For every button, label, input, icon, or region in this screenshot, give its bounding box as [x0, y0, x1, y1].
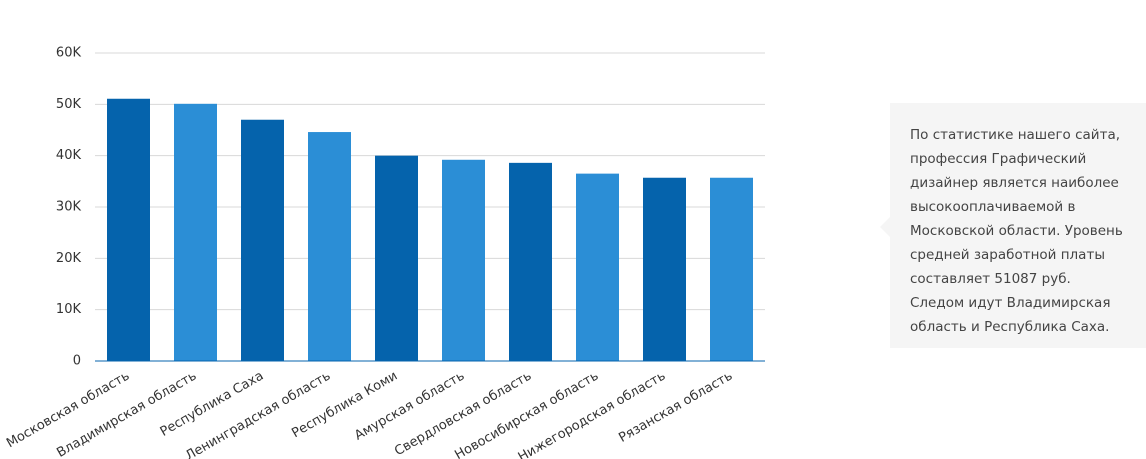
y-tick-label: 20K — [56, 251, 82, 266]
y-tick-label: 60K — [56, 46, 82, 61]
x-tick-label: Рязанская область — [616, 369, 735, 446]
y-tick-label: 10K — [56, 302, 82, 317]
y-tick-label: 0 — [73, 354, 81, 369]
bar — [308, 132, 351, 361]
note-arrow — [880, 217, 890, 237]
bar — [576, 173, 619, 361]
bar — [710, 177, 753, 361]
y-tick-label: 50K — [56, 97, 82, 112]
bar — [174, 103, 217, 361]
bar — [442, 159, 485, 361]
annotation: По статистике нашего сайта, профессия Гр… — [890, 103, 1146, 348]
bar — [107, 98, 150, 361]
x-tick-label: Амурская область — [352, 369, 467, 444]
bar — [375, 155, 418, 361]
y-tick-label: 40K — [56, 148, 82, 163]
bar — [643, 177, 686, 361]
bar — [509, 162, 552, 361]
bar — [241, 119, 284, 361]
y-tick-label: 30K — [56, 200, 82, 215]
